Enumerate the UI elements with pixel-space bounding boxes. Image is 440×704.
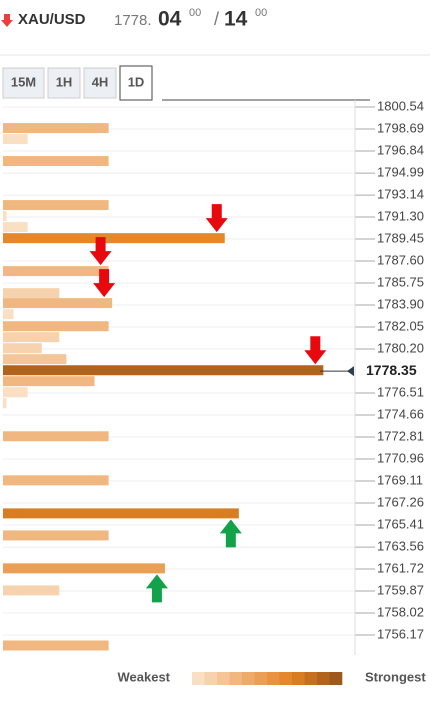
- tab-label[interactable]: 1D: [128, 74, 145, 89]
- tabs: 15M 1H 4H 1D: [2, 65, 153, 101]
- legend-swatch: [329, 672, 343, 685]
- y-tick-label: 1776.51: [377, 384, 424, 399]
- legend-swatch: [204, 672, 218, 685]
- y-tick-label: 1796.84: [377, 142, 424, 157]
- bar: [3, 222, 28, 233]
- legend-scale: [192, 672, 343, 685]
- symbol: XAU/USD: [18, 11, 86, 28]
- tab[interactable]: [119, 65, 153, 101]
- bar: [3, 266, 109, 277]
- legend-swatch: [217, 672, 230, 685]
- bar: [3, 475, 109, 486]
- y-tick-label: 1783.90: [377, 296, 424, 311]
- legend-swatch: [254, 672, 268, 685]
- y-tick-label: 1774.66: [377, 406, 424, 421]
- y-tick-label: 1763.56: [377, 539, 424, 554]
- y-tick-label: 1769.11: [377, 472, 423, 487]
- bar: [3, 298, 113, 309]
- bar: [3, 134, 28, 145]
- bar: [3, 585, 60, 596]
- bar: [3, 211, 7, 222]
- y-tick-label: 1785.75: [377, 274, 424, 289]
- current-price-label: 1778.35: [366, 362, 417, 378]
- bar: [3, 387, 28, 398]
- price: 1778.: [114, 12, 152, 29]
- separator: /: [214, 9, 219, 29]
- arrow-up: [219, 519, 242, 548]
- bar: [3, 156, 109, 167]
- bar: [3, 200, 109, 211]
- y-tick-label: 1793.14: [377, 187, 424, 202]
- legend-swatch: [317, 672, 330, 685]
- legend-weak: Weakest: [117, 669, 170, 684]
- y-tick-label: 1767.26: [377, 494, 424, 509]
- y-tick-label: 1789.45: [377, 230, 424, 245]
- ask: 14: [224, 8, 248, 31]
- tab-label[interactable]: 15M: [11, 74, 36, 89]
- legend-swatch: [304, 672, 318, 685]
- bar: [3, 563, 165, 574]
- legend-swatch: [279, 672, 293, 685]
- bar: [3, 332, 60, 343]
- y-tick-label: 1770.96: [377, 450, 424, 465]
- legend-swatch: [267, 672, 280, 685]
- bar: [3, 233, 225, 244]
- tab-label[interactable]: 1H: [56, 74, 73, 89]
- y-tick-label: 1780.20: [377, 340, 424, 355]
- y-tick-label: 1772.81: [377, 428, 424, 443]
- arrow-down: [93, 269, 116, 298]
- bar: [3, 640, 109, 651]
- down-icon: [1, 14, 13, 27]
- bar: [3, 309, 14, 320]
- bar: [3, 343, 42, 354]
- arrow-down: [89, 237, 112, 266]
- y-tick-label: 1758.02: [377, 604, 424, 619]
- legend-swatch: [242, 672, 255, 685]
- ask-sup: 00: [255, 7, 267, 19]
- legend-swatch: [292, 672, 305, 685]
- y-tick-label: 1800.54: [377, 98, 424, 113]
- legend-swatch: [229, 672, 243, 685]
- y-tick-label: 1756.17: [377, 626, 424, 641]
- bar: [3, 321, 109, 332]
- arrow-up: [145, 574, 168, 603]
- y-tick-label: 1761.72: [377, 560, 424, 575]
- arrow-down: [205, 204, 228, 233]
- bar: [3, 365, 324, 376]
- y-tick-label: 1794.99: [377, 165, 424, 180]
- y-tick-label: 1759.87: [377, 582, 424, 597]
- y-tick-label: 1765.41: [377, 516, 424, 531]
- bar: [3, 354, 67, 365]
- tab[interactable]: [47, 67, 81, 99]
- bar: [3, 288, 60, 299]
- bar: [3, 431, 109, 442]
- arrow-down: [304, 336, 327, 365]
- legend-strong: Strongest: [365, 669, 426, 684]
- y-tick-label: 1782.05: [377, 318, 424, 333]
- plot: 1800.54 1798.69 1796.84 1794.99 1793.14 1791.…: [3, 98, 424, 655]
- bar: [3, 376, 95, 387]
- tab[interactable]: [2, 67, 45, 99]
- tab-label[interactable]: 4H: [92, 74, 109, 89]
- bar: [3, 508, 239, 519]
- y-tick-label: 1787.60: [377, 252, 424, 267]
- bid-sup: 00: [189, 7, 201, 19]
- bid: 04: [158, 8, 182, 31]
- current-price-marker: [347, 366, 354, 377]
- bar: [3, 398, 7, 409]
- y-tick-label: 1798.69: [377, 120, 424, 135]
- legend-swatch: [192, 672, 205, 685]
- tab[interactable]: [83, 67, 117, 99]
- bar: [3, 530, 109, 541]
- y-tick-label: 1791.30: [377, 208, 424, 223]
- bar: [3, 123, 109, 134]
